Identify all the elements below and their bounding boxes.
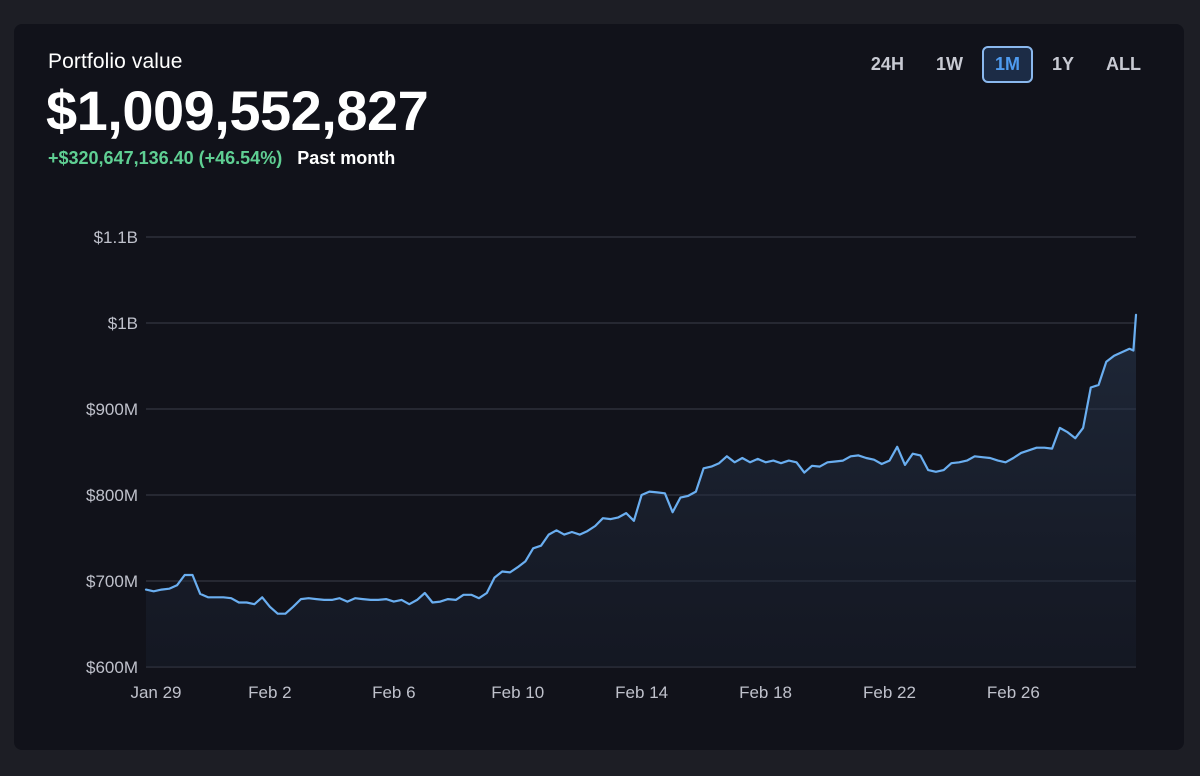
x-tick-label: Feb 18 bbox=[739, 683, 792, 702]
x-tick-label: Feb 2 bbox=[248, 683, 291, 702]
range-tab-1w[interactable]: 1W bbox=[935, 54, 963, 74]
range-tab-24h[interactable]: 24H bbox=[870, 54, 904, 74]
area-layer bbox=[146, 314, 1136, 667]
line-layer bbox=[144, 313, 1138, 615]
series-line bbox=[144, 313, 1138, 615]
x-tick-label: Feb 10 bbox=[491, 683, 544, 702]
y-tick-label: $800M bbox=[86, 486, 138, 505]
x-tick-label: Feb 14 bbox=[615, 683, 668, 702]
x-tick-label: Feb 22 bbox=[863, 683, 916, 702]
y-tick-label: $700M bbox=[86, 572, 138, 591]
portfolio-value: $1,009,552,827 bbox=[46, 79, 429, 142]
change-row: +$320,647,136.40 (+46.54%) Past month bbox=[48, 148, 395, 169]
y-tick-label: $1B bbox=[108, 314, 138, 333]
range-tab-1m[interactable]: 1M bbox=[981, 46, 1033, 83]
y-tick-label: $900M bbox=[86, 400, 138, 419]
portfolio-label: Portfolio value bbox=[48, 50, 183, 73]
range-tab-all[interactable]: ALL bbox=[1106, 54, 1141, 74]
change-amount: +$320,647,136.40 (+46.54%) bbox=[48, 148, 283, 168]
range-tabs: 24H 1W 1M 1Y ALL bbox=[858, 46, 1154, 83]
x-tick-label: Feb 6 bbox=[372, 683, 415, 702]
range-tab-1y[interactable]: 1Y bbox=[1051, 54, 1074, 74]
series-area bbox=[146, 314, 1136, 667]
y-axis: $1.1B $1B $900M $800M $700M $600M bbox=[86, 228, 138, 677]
change-period: Past month bbox=[297, 148, 396, 168]
y-tick-label: $1.1B bbox=[94, 228, 138, 247]
x-tick-label: Feb 26 bbox=[987, 683, 1040, 702]
y-tick-label: $600M bbox=[86, 658, 138, 677]
x-axis: Jan 29 Feb 2 Feb 6 Feb 10 Feb 14 Feb 18 Feb 22… bbox=[130, 683, 1039, 702]
x-tick-label: Jan 29 bbox=[130, 683, 181, 702]
